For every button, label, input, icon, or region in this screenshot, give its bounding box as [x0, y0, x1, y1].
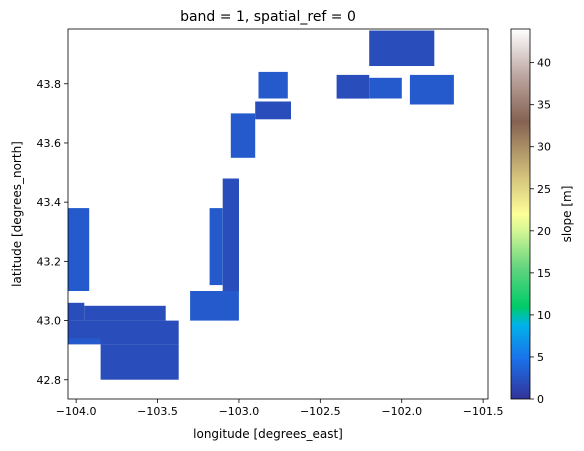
slope-region: [84, 305, 166, 321]
y-tick-label: 42.8: [37, 374, 62, 387]
plot-frame: [67, 28, 489, 400]
colorbar: [510, 28, 531, 400]
slope-region: [68, 208, 90, 291]
colorbar-label: slope [m]: [560, 186, 574, 243]
y-tick-label: 43.8: [37, 78, 62, 91]
y-tick-label: 43.2: [37, 255, 62, 268]
y-tick-label: 43.0: [37, 315, 62, 328]
colorbar-tick-label: 30: [537, 141, 551, 154]
colorbar-tick-label: 25: [537, 183, 551, 196]
slope-region: [258, 71, 288, 99]
slope-region: [190, 291, 239, 321]
slope-region: [369, 30, 435, 66]
slope-region: [68, 302, 85, 321]
x-tick-label: −102.0: [381, 405, 422, 418]
slope-region: [255, 101, 291, 120]
x-axis-label: longitude [degrees_east]: [193, 427, 343, 441]
slope-region: [68, 338, 101, 345]
slope-region: [409, 74, 454, 105]
chart-title: band = 1, spatial_ref = 0: [180, 9, 356, 25]
x-tick-label: −103.0: [219, 405, 260, 418]
colorbar-tick-label: 35: [537, 99, 551, 112]
colorbar-ticks: 0 5 10 15 20 25 30 35 40: [530, 57, 551, 406]
x-tick-label: −103.5: [137, 405, 178, 418]
slope-region: [230, 113, 256, 158]
y-tick-label: 43.6: [37, 137, 62, 150]
y-axis-label: latitude [degrees_north]: [10, 141, 24, 287]
x-tick-label: −101.5: [463, 405, 504, 418]
y-axis-ticks: 42.8 43.0 43.2 43.4 43.6 43.8: [37, 78, 68, 387]
x-tick-label: −102.5: [300, 405, 341, 418]
slope-region: [100, 344, 179, 380]
x-tick-label: −104.0: [56, 405, 97, 418]
slope-region: [336, 74, 370, 99]
colorbar-tick-label: 10: [537, 309, 551, 322]
slope-raster: [68, 30, 454, 380]
colorbar-tick-label: 15: [537, 267, 551, 280]
colorbar-tick-label: 40: [537, 57, 551, 70]
slope-region: [369, 77, 402, 99]
colorbar-tick-label: 5: [537, 351, 544, 364]
slope-region: [209, 208, 223, 286]
colorbar-tick-label: 20: [537, 225, 551, 238]
colorbar-tick-label: 0: [537, 393, 544, 406]
slope-region: [222, 178, 239, 291]
y-tick-label: 43.4: [37, 196, 62, 209]
x-axis-ticks: −104.0 −103.5 −103.0 −102.5 −102.0 −101.5: [56, 399, 504, 418]
